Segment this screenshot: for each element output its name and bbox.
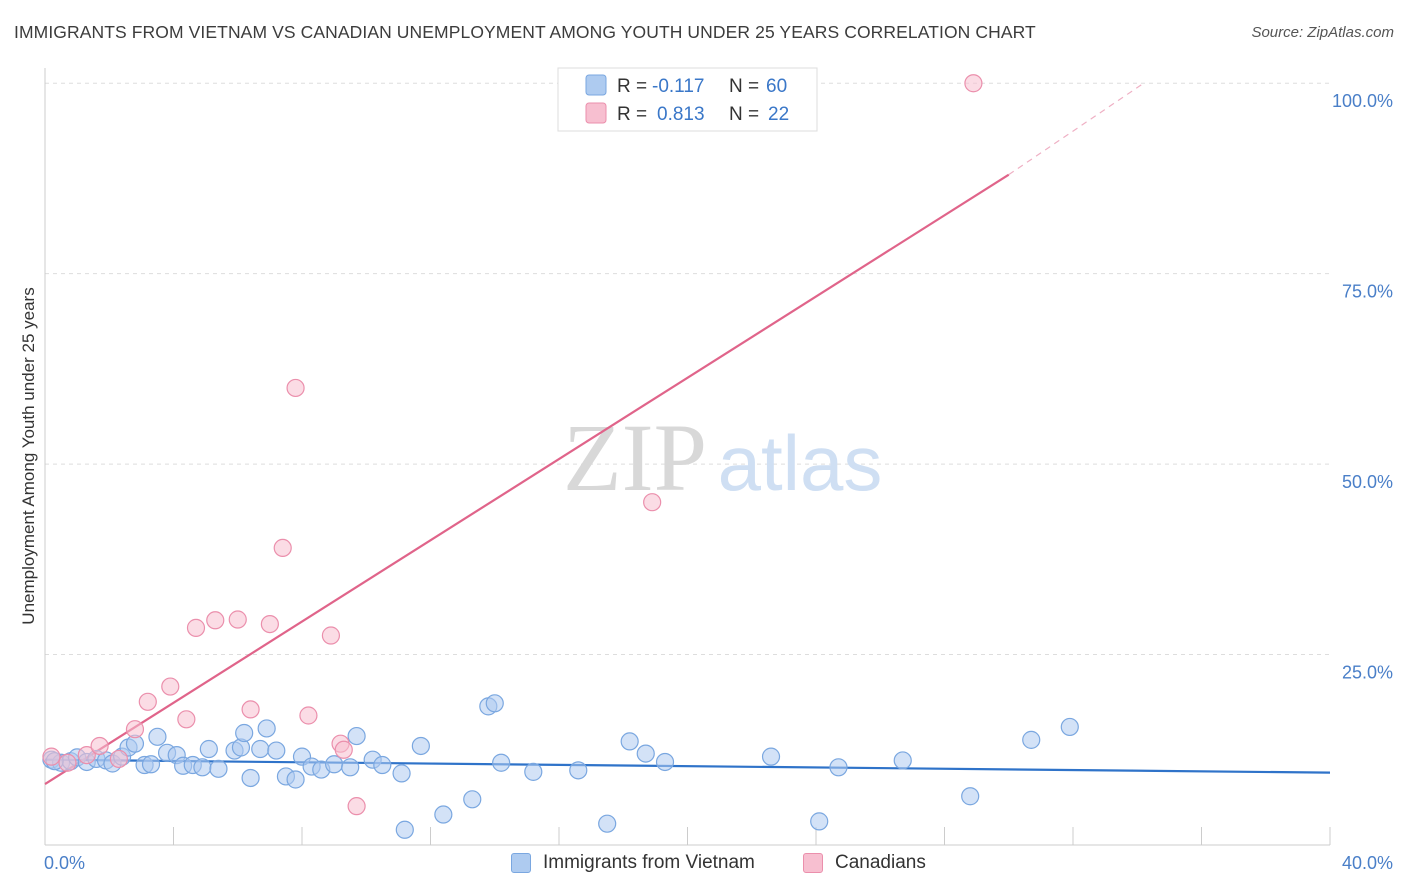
point-vietnam-29 (286, 770, 305, 789)
point-vietnam-12 (141, 755, 161, 774)
legend-r-label-0: R = (617, 76, 647, 97)
legend-swatch-blue (585, 74, 607, 96)
point-vietnam-24 (241, 768, 260, 788)
trend-lines (44, 82, 1331, 785)
legend-item-vietnam: Immigrants from Vietnam (511, 852, 755, 874)
trendline-vietnam (44, 758, 1331, 774)
chart-source: Source: ZipAtlas.com (1251, 24, 1394, 41)
point-vietnam-33 (325, 755, 344, 774)
point-vietnam-52 (761, 747, 781, 766)
point-canadians-13 (260, 614, 279, 634)
point-vietnam-51 (655, 752, 675, 772)
point-canadians-20 (347, 797, 366, 816)
trendline-canadians (44, 173, 1010, 785)
point-vietnam-37 (373, 755, 392, 775)
y-tick-label-50: 50.0% (1342, 472, 1393, 492)
point-vietnam-46 (524, 762, 543, 781)
point-vietnam-48 (598, 814, 617, 833)
point-canadians-16 (299, 706, 318, 725)
point-vietnam-13 (148, 727, 167, 746)
point-canadians-2 (77, 746, 96, 765)
point-vietnam-23 (235, 723, 254, 743)
point-canadians-9 (186, 618, 206, 637)
point-vietnam-57 (1022, 730, 1041, 749)
point-vietnam-58 (1060, 717, 1079, 737)
x-tick-label-40: 40.0% (1342, 853, 1393, 873)
point-vietnam-39 (411, 736, 430, 756)
legend-swatch-pink (585, 102, 607, 124)
point-canadians-15 (286, 378, 305, 398)
point-vietnam-25 (251, 739, 270, 759)
y-tick-label-25: 25.0% (1342, 663, 1393, 683)
point-canadians-7 (161, 677, 180, 696)
point-canadians-6 (138, 692, 157, 711)
point-vietnam-38 (392, 764, 411, 783)
axes (44, 68, 1331, 846)
point-vietnam-18 (193, 758, 212, 777)
legend-n-value-0: 60 (766, 76, 787, 97)
legend-item-canadians: Canadians (803, 852, 926, 874)
legend-r-value-0: -0.117 (652, 76, 704, 97)
legend-n-label-1: N = (729, 104, 759, 125)
y-tick-label-75: 75.0% (1342, 282, 1393, 302)
watermark-zip: ZIP (563, 404, 707, 511)
point-canadians-1 (58, 753, 77, 772)
point-vietnam-34 (341, 758, 360, 777)
point-vietnam-20 (209, 759, 228, 778)
point-canadians-17 (321, 626, 341, 645)
point-canadians-3 (90, 736, 109, 756)
tick-labels: 25.0% 50.0% 75.0% 100.0% 0.0% 40.0% (44, 91, 1393, 873)
legend-label-canadians: Canadians (835, 852, 926, 873)
legend-r-value-1: 0.813 (657, 104, 705, 125)
point-canadians-14 (273, 538, 292, 558)
legend-swatch-vietnam (511, 853, 531, 873)
point-vietnam-26 (257, 719, 276, 738)
watermark: ZIP atlas (563, 404, 882, 511)
legend-n-value-1: 22 (768, 104, 789, 125)
point-vietnam-27 (267, 741, 286, 760)
legend-swatch-canadians (803, 853, 823, 873)
point-canadians-19 (334, 740, 353, 759)
point-vietnam-55 (893, 751, 912, 770)
point-canadians-22 (964, 74, 983, 93)
legend-n-label-0: N = (729, 76, 759, 97)
point-vietnam-49 (620, 732, 639, 751)
point-canadians-10 (206, 611, 225, 630)
legend-top: R = -0.117 N = 60 R = 0.813 N = 22 (557, 67, 818, 132)
point-vietnam-54 (829, 758, 848, 777)
point-canadians-4 (109, 749, 128, 769)
legend-r-label-1: R = (617, 104, 647, 125)
point-canadians-12 (241, 700, 260, 719)
point-vietnam-19 (199, 739, 218, 759)
legend-bottom: Immigrants from Vietnam Canadians (0, 852, 1406, 878)
point-vietnam-44 (485, 694, 504, 713)
point-vietnam-56 (961, 787, 980, 806)
y-tick-label-100: 100.0% (1332, 91, 1393, 111)
point-canadians-8 (177, 710, 196, 729)
point-vietnam-50 (636, 744, 655, 763)
point-canadians-11 (228, 610, 247, 629)
point-canadians-21 (643, 493, 662, 512)
point-vietnam-53 (810, 812, 829, 831)
point-canadians-0 (42, 747, 61, 766)
point-vietnam-45 (492, 753, 511, 772)
point-canadians-5 (125, 720, 145, 739)
point-vietnam-35 (347, 726, 366, 746)
watermark-atlas: atlas (718, 419, 883, 507)
point-vietnam-42 (463, 790, 482, 809)
chart-title: IMMIGRANTS FROM VIETNAM VS CANADIAN UNEM… (14, 22, 1036, 42)
y-axis-label: Unemployment Among Youth under 25 years (19, 287, 38, 624)
point-vietnam-40 (395, 820, 414, 839)
x-tick-label-0: 0.0% (44, 853, 85, 873)
point-vietnam-41 (434, 805, 453, 824)
grid-lines (45, 82, 1330, 656)
point-vietnam-47 (569, 761, 588, 780)
legend-label-vietnam: Immigrants from Vietnam (543, 852, 755, 873)
trendline-canadians-extension (1008, 82, 1145, 176)
data-points (42, 74, 1079, 839)
